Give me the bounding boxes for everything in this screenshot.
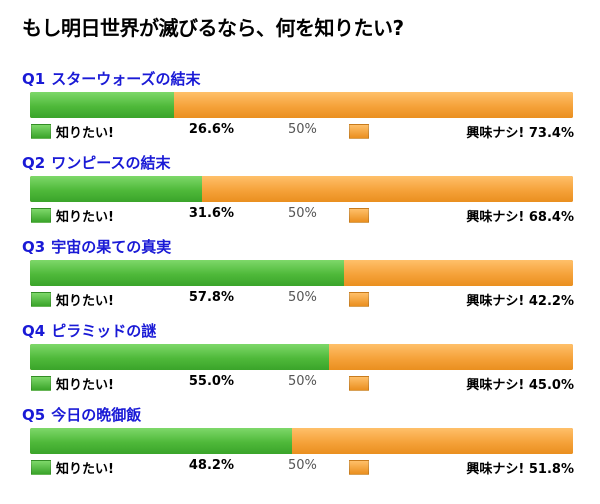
question-heading: Q1 スターウォーズの結末	[22, 68, 200, 89]
no-label-and-percent: 興味ナシ! 42.2%	[466, 290, 574, 309]
no-label: 興味ナシ!	[466, 378, 525, 393]
yes-swatch	[31, 376, 51, 391]
no-label-and-percent: 興味ナシ! 51.8%	[466, 458, 574, 477]
question-number: Q2	[22, 154, 46, 172]
midpoint-label: 50%	[288, 206, 317, 221]
result-bar	[30, 92, 573, 118]
question-number: Q4	[22, 322, 46, 340]
question-heading: Q2 ワンピースの結末	[22, 152, 170, 173]
yes-percent: 31.6%	[188, 206, 234, 221]
question-text: ピラミッドの謎	[51, 322, 157, 340]
yes-percent: 48.2%	[188, 458, 234, 473]
no-percent: 68.4%	[528, 210, 574, 225]
bar-segment-no	[329, 344, 573, 370]
yes-swatch	[31, 208, 51, 223]
midpoint-label: 50%	[288, 290, 317, 305]
no-percent: 45.0%	[528, 378, 574, 393]
legend-row: 知りたい! 48.2% 50% 興味ナシ! 51.8%	[0, 456, 600, 478]
no-swatch	[349, 376, 369, 391]
no-label-and-percent: 興味ナシ! 73.4%	[466, 122, 574, 141]
no-label: 興味ナシ!	[466, 210, 525, 225]
bar-segment-yes	[30, 92, 174, 118]
question-text: スターウォーズの結末	[51, 70, 201, 88]
legend-row: 知りたい! 57.8% 50% 興味ナシ! 42.2%	[0, 288, 600, 310]
result-bar	[30, 344, 573, 370]
poll-item: Q4 ピラミッドの謎知りたい! 55.0% 50% 興味ナシ! 45.0%	[0, 320, 600, 404]
no-label: 興味ナシ!	[466, 294, 525, 309]
question-text: ワンピースの結末	[51, 154, 171, 172]
no-swatch	[349, 460, 369, 475]
midpoint-label: 50%	[288, 458, 317, 473]
yes-label: 知りたい!	[56, 126, 114, 141]
yes-percent: 55.0%	[188, 374, 234, 389]
no-label: 興味ナシ!	[466, 462, 525, 477]
page-title: もし明日世界が滅びるなら、何を知りたい?	[22, 16, 404, 40]
no-label-and-percent: 興味ナシ! 45.0%	[466, 374, 574, 393]
yes-swatch	[31, 124, 51, 139]
result-bar	[30, 260, 573, 286]
yes-swatch	[31, 460, 51, 475]
poll-item: Q1 スターウォーズの結末知りたい! 26.6% 50% 興味ナシ! 73.4%	[0, 68, 600, 152]
legend-row: 知りたい! 55.0% 50% 興味ナシ! 45.0%	[0, 372, 600, 394]
question-number: Q5	[22, 406, 46, 424]
question-heading: Q4 ピラミッドの謎	[22, 320, 156, 341]
bar-segment-yes	[30, 260, 344, 286]
yes-label: 知りたい!	[56, 294, 114, 309]
no-label-and-percent: 興味ナシ! 68.4%	[466, 206, 574, 225]
midpoint-label: 50%	[288, 122, 317, 137]
no-percent: 51.8%	[528, 462, 574, 477]
bar-segment-yes	[30, 176, 202, 202]
no-label: 興味ナシ!	[466, 126, 525, 141]
bar-segment-no	[202, 176, 573, 202]
poll-item: Q2 ワンピースの結末知りたい! 31.6% 50% 興味ナシ! 68.4%	[0, 152, 600, 236]
poll-item: Q3 宇宙の果ての真実知りたい! 57.8% 50% 興味ナシ! 42.2%	[0, 236, 600, 320]
no-percent: 42.2%	[528, 294, 574, 309]
bar-segment-yes	[30, 428, 292, 454]
yes-label: 知りたい!	[56, 378, 114, 393]
no-percent: 73.4%	[528, 126, 574, 141]
bar-segment-no	[174, 92, 573, 118]
result-bar	[30, 428, 573, 454]
midpoint-label: 50%	[288, 374, 317, 389]
legend-row: 知りたい! 26.6% 50% 興味ナシ! 73.4%	[0, 120, 600, 142]
question-text: 今日の晩御飯	[51, 406, 142, 424]
no-swatch	[349, 124, 369, 139]
question-number: Q3	[22, 238, 46, 256]
question-number: Q1	[22, 70, 46, 88]
question-heading: Q3 宇宙の果ての真実	[22, 236, 171, 257]
question-text: 宇宙の果ての真実	[51, 238, 172, 256]
no-swatch	[349, 292, 369, 307]
yes-label: 知りたい!	[56, 462, 114, 477]
bar-segment-no	[344, 260, 573, 286]
bar-segment-yes	[30, 344, 329, 370]
poll-item: Q5 今日の晩御飯知りたい! 48.2% 50% 興味ナシ! 51.8%	[0, 404, 600, 488]
question-heading: Q5 今日の晩御飯	[22, 404, 141, 425]
no-swatch	[349, 208, 369, 223]
yes-percent: 57.8%	[188, 290, 234, 305]
result-bar	[30, 176, 573, 202]
yes-percent: 26.6%	[188, 122, 234, 137]
legend-row: 知りたい! 31.6% 50% 興味ナシ! 68.4%	[0, 204, 600, 226]
bar-segment-no	[292, 428, 573, 454]
yes-swatch	[31, 292, 51, 307]
yes-label: 知りたい!	[56, 210, 114, 225]
